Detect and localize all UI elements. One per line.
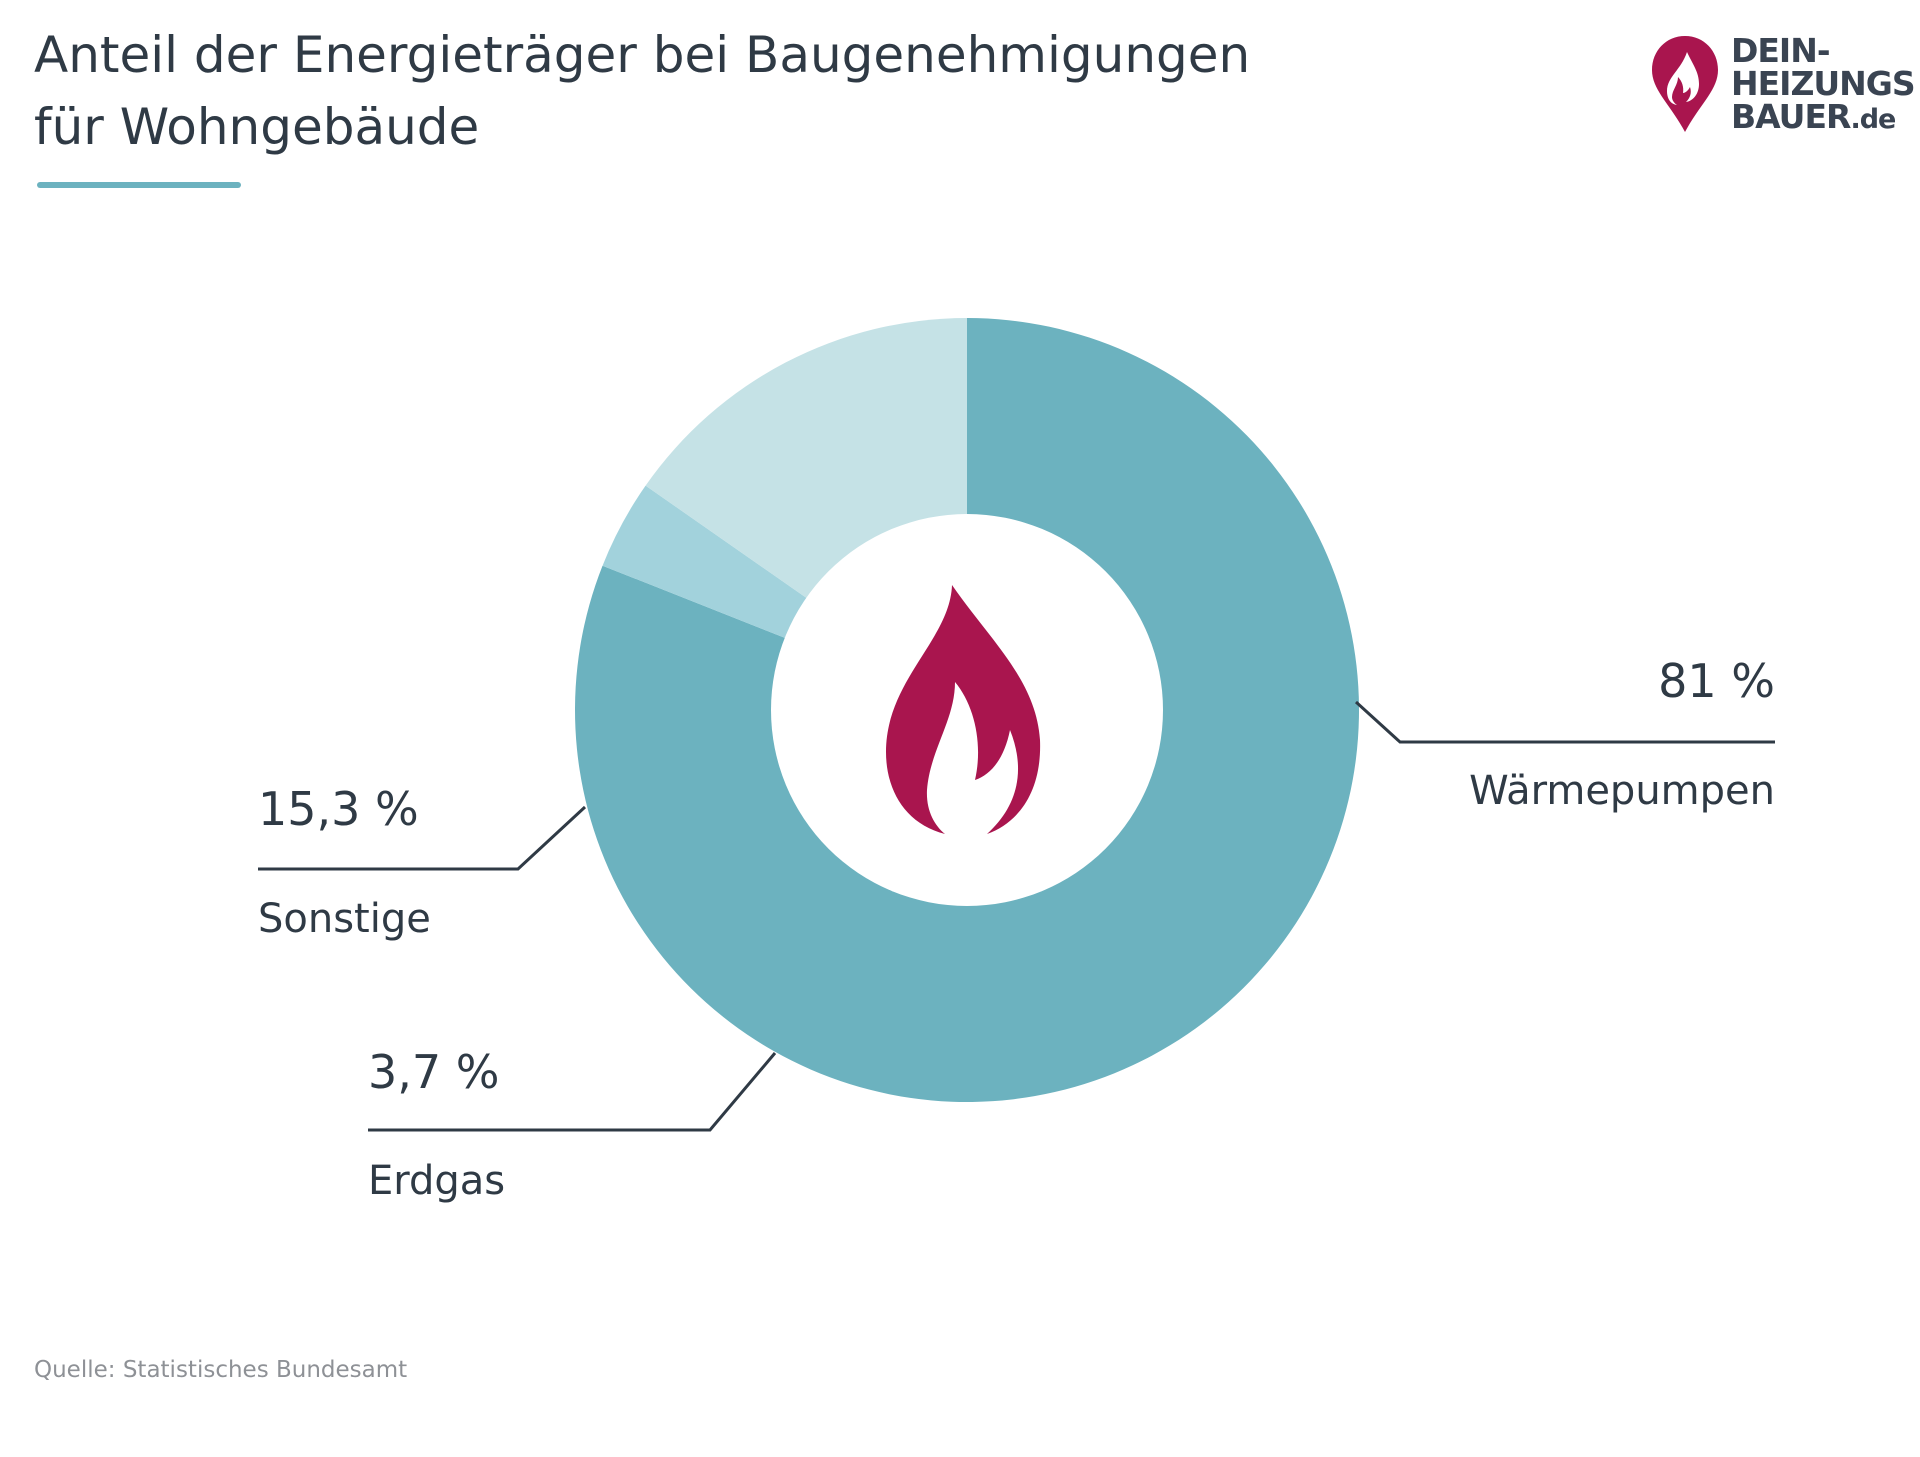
value-label-erdgas: 3,7 % <box>368 1045 500 1099</box>
title-accent-bar <box>37 182 241 188</box>
logo-wordmark: DEIN- HEIZUNGS BAUER.de <box>1731 31 1916 136</box>
flame-icon <box>886 585 1041 834</box>
donut-hole <box>771 514 1163 906</box>
category-label-sonstige: Sonstige <box>258 896 431 942</box>
logo-line-3a: BAUER <box>1731 97 1851 136</box>
chart-title-line-1: Anteil der Energieträger bei Baugenehmig… <box>34 26 1251 84</box>
leader-line-waermepumpen <box>1354 700 1775 744</box>
chart-title-line-2: für Wohngebäude <box>34 98 480 156</box>
leader-line-sonstige <box>258 805 587 871</box>
value-label-sonstige: 15,3 % <box>258 782 419 836</box>
value-label-waermepumpen: 81 % <box>1658 654 1775 708</box>
logo-pin-flame-icon <box>1652 36 1718 132</box>
category-label-waermepumpen: Wärmepumpen <box>1469 768 1775 814</box>
leader-line-erdgas <box>368 1052 777 1132</box>
leader-lines <box>258 700 1775 1132</box>
logo-line-2: HEIZUNGS <box>1731 64 1916 103</box>
category-label-erdgas: Erdgas <box>368 1158 505 1204</box>
logo-line-3: BAUER.de <box>1731 100 1915 136</box>
logo-line-3b: .de <box>1850 104 1896 135</box>
logo-line-1: DEIN- <box>1731 31 1831 70</box>
source-note: Quelle: Statistisches Bundesamt <box>34 1357 408 1383</box>
brand-logo: DEIN- HEIZUNGS BAUER.de <box>1650 34 1916 139</box>
